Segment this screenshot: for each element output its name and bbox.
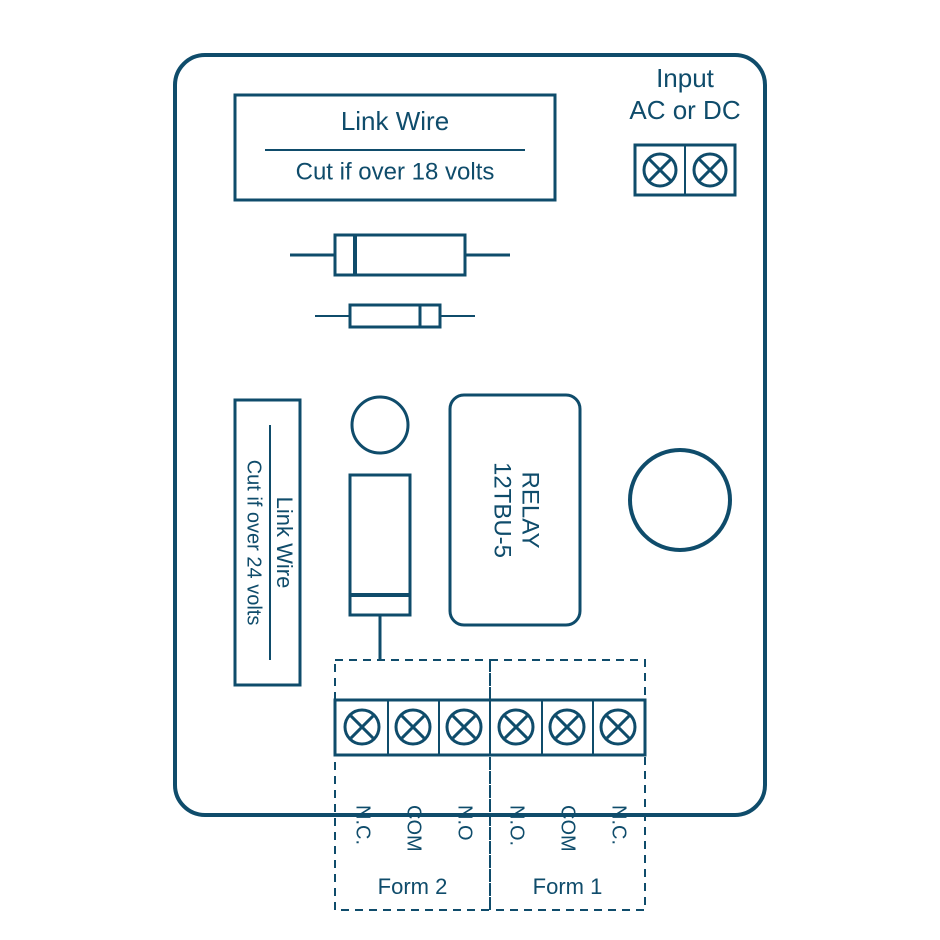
pin-label: N.C. [352, 805, 374, 845]
linkwire-24-title: Link Wire [272, 497, 297, 589]
pin-label: COM [403, 805, 425, 852]
form-1-label: Form 1 [533, 874, 603, 899]
linkwire-24-sub: Cut if over 24 volts [243, 460, 265, 626]
linkwire-18-sub: Cut if over 18 volts [296, 158, 495, 185]
form-2-label: Form 2 [378, 874, 448, 899]
input-label-1: Input [656, 63, 715, 93]
relay-line1: RELAY [517, 472, 544, 549]
pin-label: N.C. [608, 805, 630, 845]
pin-label: N.O [454, 805, 476, 841]
pin-label: COM [557, 805, 579, 852]
linkwire-18-title: Link Wire [341, 106, 449, 136]
output-terminal-block [335, 700, 645, 755]
relay-line2: 12TBU-5 [489, 462, 516, 558]
input-label-2: AC or DC [629, 95, 740, 125]
pin-label: N.O. [506, 805, 528, 846]
